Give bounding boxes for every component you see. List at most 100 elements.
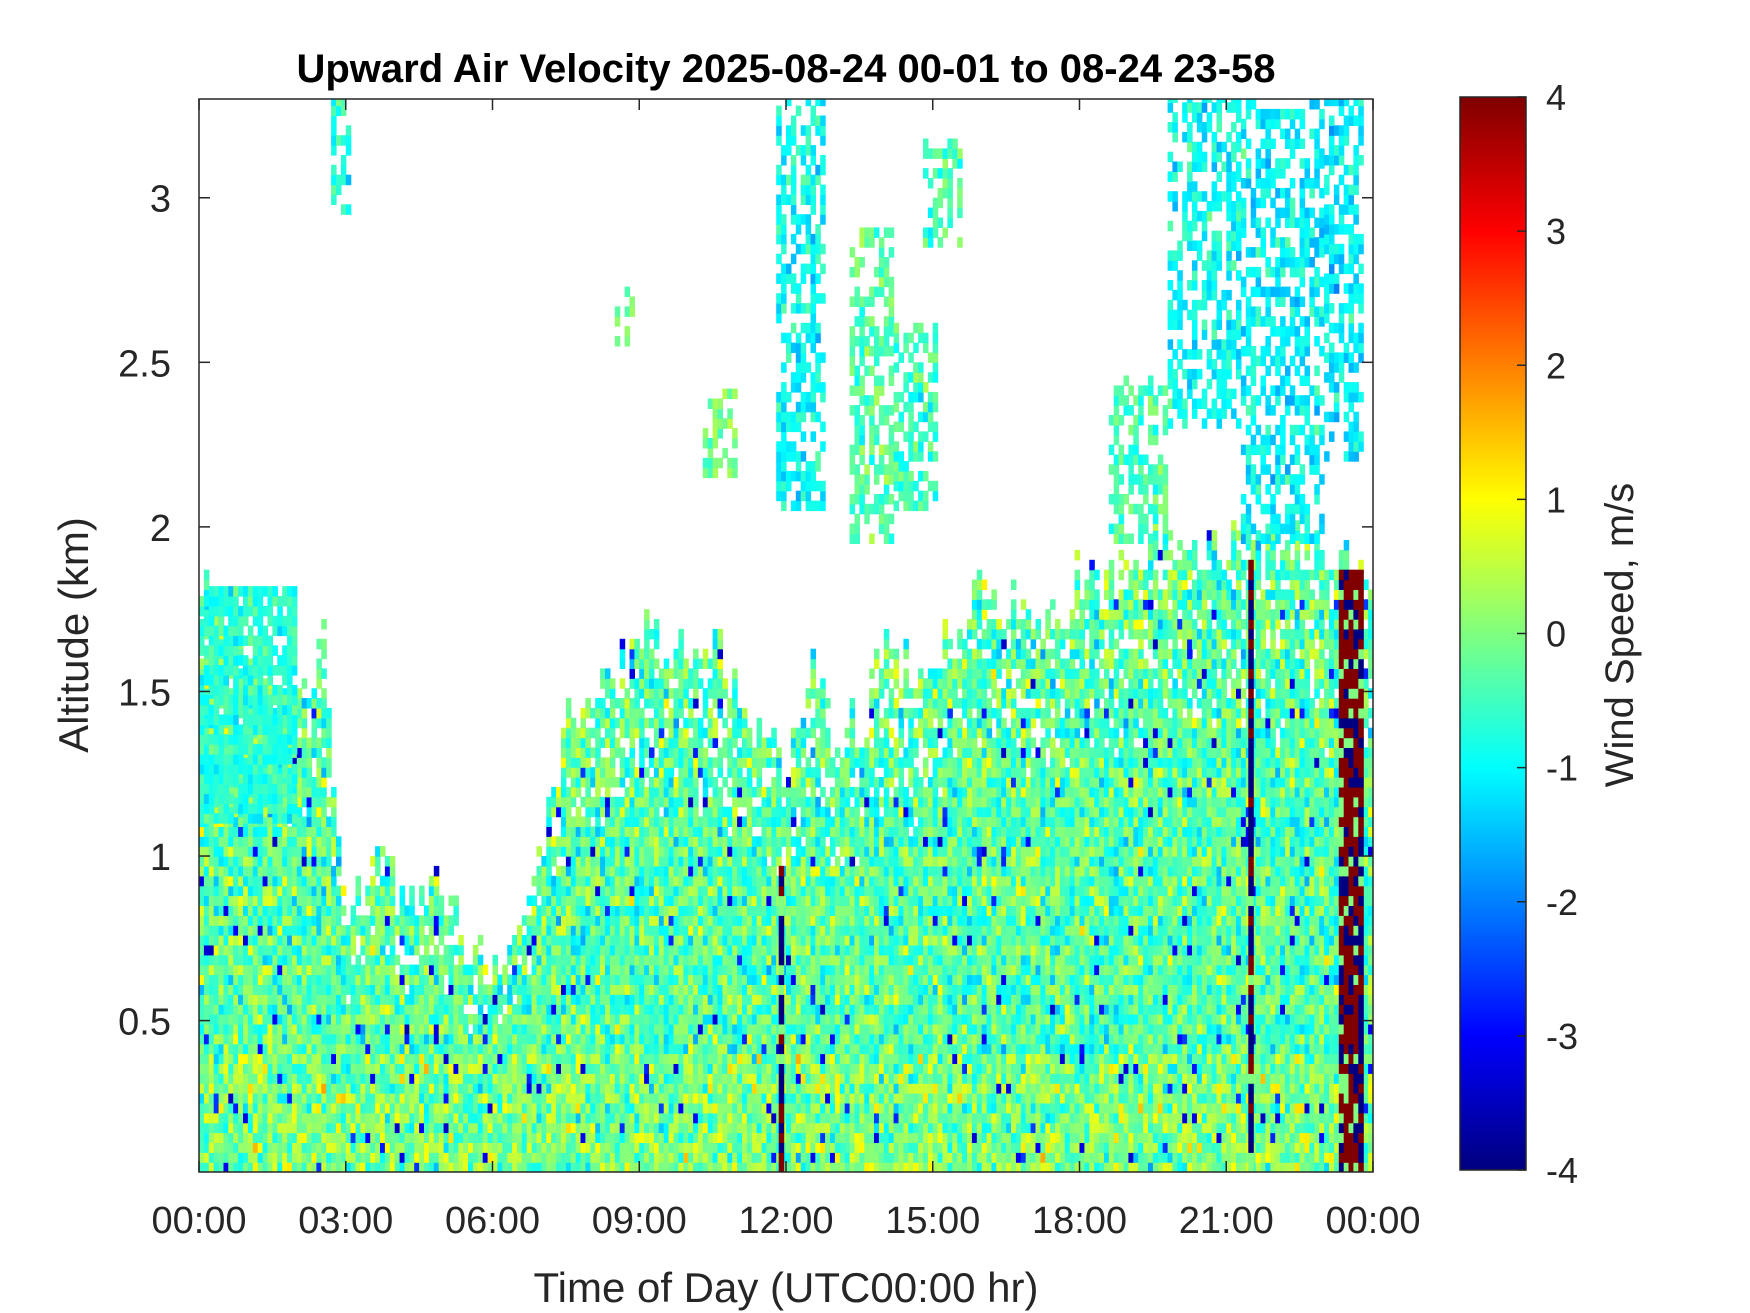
- heatmap-cell: [663, 1033, 670, 1045]
- heatmap-cell: [575, 747, 582, 758]
- heatmap-cell: [722, 747, 728, 758]
- heatmap-cell: [507, 1152, 513, 1163]
- heatmap-cell: [609, 846, 616, 857]
- heatmap-cell: [394, 994, 401, 1005]
- heatmap-cell: [203, 688, 210, 699]
- heatmap-cell: [786, 1102, 792, 1114]
- heatmap-cell: [326, 964, 332, 976]
- heatmap-cell: [399, 1162, 406, 1172]
- heatmap-cell: [370, 1102, 376, 1114]
- heatmap-cell: [570, 1122, 577, 1134]
- heatmap-cell: [541, 1014, 547, 1025]
- heatmap-cell: [438, 1152, 445, 1163]
- heatmap-cell: [536, 1093, 542, 1104]
- heatmap-cell: [712, 816, 719, 827]
- heatmap-cell: [380, 1112, 386, 1124]
- heatmap-cell: [218, 1102, 225, 1114]
- heatmap-cell: [311, 905, 317, 916]
- heatmap-cell: [653, 707, 660, 719]
- heatmap-cell: [653, 806, 660, 818]
- heatmap-cell: [629, 954, 635, 966]
- heatmap-cell: [355, 1142, 361, 1153]
- heatmap-cell: [247, 1132, 254, 1143]
- heatmap-cell: [658, 727, 665, 739]
- heatmap-cell: [345, 1142, 352, 1153]
- heatmap-cell: [262, 856, 269, 867]
- heatmap-cell: [360, 1142, 366, 1153]
- heatmap-cell: [580, 816, 586, 827]
- heatmap-cell: [653, 619, 660, 630]
- heatmap-cell: [517, 994, 523, 1005]
- heatmap-cell: [644, 786, 650, 798]
- heatmap-cell: [663, 954, 670, 966]
- heatmap-cell: [243, 1004, 249, 1015]
- heatmap-cell: [463, 1063, 469, 1074]
- heatmap-cell: [761, 1023, 767, 1035]
- heatmap-cell: [595, 905, 601, 916]
- heatmap-cell: [267, 1073, 273, 1084]
- heatmap-cell: [761, 786, 767, 798]
- heatmap-cell: [742, 925, 748, 936]
- heatmap-cell: [580, 707, 586, 719]
- heatmap-cell: [653, 796, 660, 808]
- heatmap-cell: [340, 1083, 347, 1094]
- heatmap-cell: [321, 707, 327, 719]
- heatmap-cell: [629, 1122, 635, 1134]
- heatmap-cell: [311, 944, 317, 956]
- heatmap-cell: [658, 836, 665, 847]
- heatmap-cell: [619, 707, 626, 719]
- heatmap-cell: [458, 935, 464, 946]
- heatmap-cell: [336, 984, 342, 995]
- heatmap-cell: [287, 944, 293, 956]
- heatmap-cell: [766, 747, 772, 758]
- heatmap-cell: [712, 737, 719, 748]
- heatmap-cell: [507, 1033, 513, 1045]
- heatmap-cell: [424, 1033, 430, 1045]
- heatmap-cell: [551, 925, 557, 936]
- heatmap-cell: [531, 925, 538, 936]
- heatmap-cell: [458, 984, 464, 995]
- heatmap-cell: [531, 1152, 538, 1163]
- heatmap-cell: [732, 905, 738, 916]
- heatmap-cell: [380, 846, 386, 857]
- heatmap-cell: [624, 925, 631, 936]
- heatmap-cell: [722, 1053, 728, 1064]
- heatmap-cell: [497, 1162, 503, 1172]
- heatmap-cell: [238, 648, 244, 660]
- heatmap-cell: [272, 885, 278, 897]
- heatmap-cell: [702, 856, 709, 867]
- heatmap-cell: [389, 1043, 396, 1055]
- heatmap-cell: [355, 994, 361, 1005]
- heatmap-cell: [786, 1122, 792, 1134]
- heatmap-cell: [595, 984, 601, 995]
- heatmap-cell: [208, 1053, 215, 1064]
- heatmap-cell: [203, 1162, 210, 1172]
- heatmap-cell: [697, 865, 704, 877]
- heatmap-cell: [600, 796, 606, 808]
- heatmap-cell: [370, 935, 376, 946]
- heatmap-cell: [786, 786, 792, 798]
- heatmap-cell: [306, 885, 313, 897]
- heatmap-cell: [365, 1152, 371, 1163]
- heatmap-cell: [590, 935, 596, 946]
- heatmap-cell: [468, 1093, 474, 1104]
- heatmap-cell: [375, 954, 381, 966]
- heatmap-cell: [301, 796, 308, 808]
- heatmap-cell: [702, 1073, 709, 1084]
- heatmap-cell: [551, 1093, 557, 1104]
- heatmap-cell: [727, 707, 733, 719]
- heatmap-cell: [458, 964, 464, 976]
- heatmap-cell: [291, 846, 298, 857]
- heatmap-cell: [590, 915, 596, 926]
- heatmap-cell: [551, 1083, 557, 1094]
- heatmap-cell: [345, 1023, 352, 1035]
- heatmap-cell: [644, 964, 650, 976]
- heatmap-cell: [575, 1043, 582, 1055]
- heatmap-cell: [790, 1112, 797, 1124]
- heatmap-cell: [326, 1033, 332, 1045]
- heatmap-cell: [438, 994, 445, 1005]
- heatmap-cell: [712, 1004, 719, 1015]
- heatmap-cell: [634, 767, 640, 778]
- heatmap-cell: [761, 1122, 767, 1134]
- heatmap-cell: [316, 658, 322, 669]
